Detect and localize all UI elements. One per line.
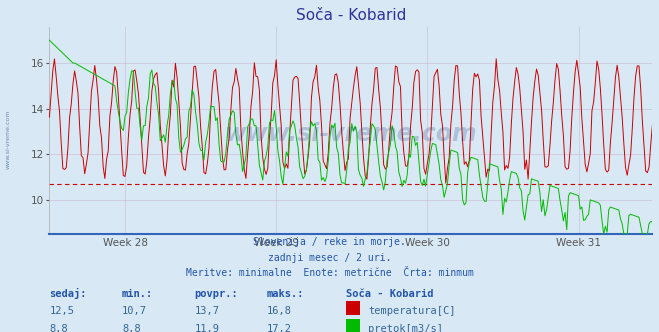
Text: povpr.:: povpr.: (194, 289, 238, 299)
Text: 16,8: 16,8 (267, 306, 292, 316)
Text: 10,7: 10,7 (122, 306, 147, 316)
Title: Soča - Kobarid: Soča - Kobarid (296, 8, 406, 23)
Text: maks.:: maks.: (267, 289, 304, 299)
Text: Meritve: minimalne  Enote: metrične  Črta: minmum: Meritve: minimalne Enote: metrične Črta:… (186, 268, 473, 278)
Text: www.si-vreme.com: www.si-vreme.com (225, 123, 477, 146)
Text: 13,7: 13,7 (194, 306, 219, 316)
Text: Soča - Kobarid: Soča - Kobarid (346, 289, 434, 299)
Text: 17,2: 17,2 (267, 324, 292, 332)
Text: zadnji mesec / 2 uri.: zadnji mesec / 2 uri. (268, 253, 391, 263)
Text: 11,9: 11,9 (194, 324, 219, 332)
Text: min.:: min.: (122, 289, 153, 299)
Text: Slovenija / reke in morje.: Slovenija / reke in morje. (253, 237, 406, 247)
Text: pretok[m3/s]: pretok[m3/s] (368, 324, 444, 332)
Text: 8,8: 8,8 (49, 324, 68, 332)
Text: sedaj:: sedaj: (49, 288, 87, 299)
Text: temperatura[C]: temperatura[C] (368, 306, 456, 316)
Text: 8,8: 8,8 (122, 324, 140, 332)
Text: www.si-vreme.com: www.si-vreme.com (5, 110, 11, 169)
Text: 12,5: 12,5 (49, 306, 74, 316)
